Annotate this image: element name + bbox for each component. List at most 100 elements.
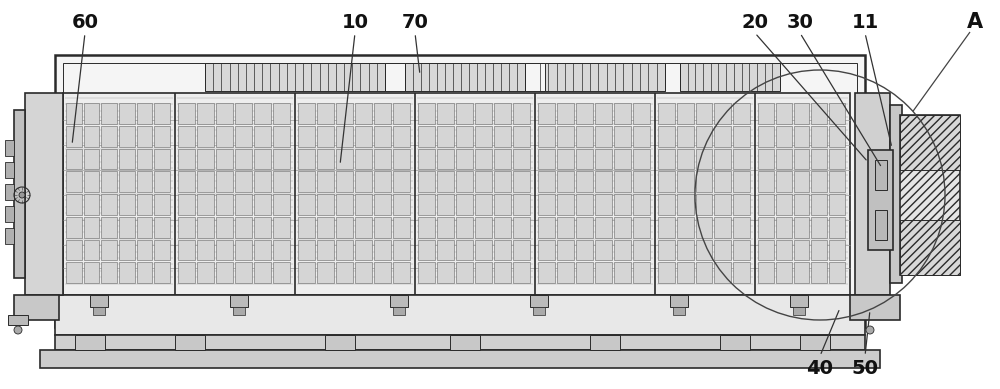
Bar: [355, 217, 372, 238]
Bar: [696, 194, 712, 215]
Bar: [298, 262, 315, 283]
Bar: [733, 103, 750, 124]
Bar: [776, 126, 792, 147]
Bar: [456, 103, 473, 124]
Bar: [794, 217, 809, 238]
Bar: [538, 262, 555, 283]
Bar: [557, 240, 574, 260]
Bar: [298, 103, 315, 124]
Bar: [513, 194, 530, 215]
Bar: [525, 63, 545, 91]
Bar: [633, 171, 650, 192]
Bar: [55, 335, 865, 350]
Bar: [714, 240, 731, 260]
Bar: [794, 194, 809, 215]
Bar: [714, 103, 731, 124]
Bar: [456, 126, 473, 147]
Bar: [538, 103, 555, 124]
Bar: [418, 262, 435, 283]
Bar: [273, 171, 290, 192]
Bar: [475, 262, 492, 283]
Bar: [336, 262, 353, 283]
Bar: [513, 103, 530, 124]
Bar: [494, 240, 511, 260]
Bar: [456, 262, 473, 283]
Bar: [235, 262, 252, 283]
Bar: [696, 171, 712, 192]
Bar: [8, 315, 28, 325]
Bar: [494, 171, 511, 192]
Bar: [714, 217, 731, 238]
Bar: [576, 194, 593, 215]
Text: 70: 70: [402, 12, 428, 32]
Bar: [273, 217, 290, 238]
Bar: [456, 194, 473, 215]
Bar: [513, 171, 530, 192]
Bar: [758, 194, 774, 215]
Bar: [317, 149, 334, 169]
Bar: [829, 217, 845, 238]
Bar: [633, 149, 650, 169]
Bar: [590, 335, 620, 350]
Bar: [696, 240, 712, 260]
Bar: [55, 55, 865, 327]
Bar: [374, 103, 391, 124]
Bar: [829, 262, 845, 283]
Bar: [66, 217, 82, 238]
Bar: [776, 103, 792, 124]
Bar: [576, 149, 593, 169]
Text: A: A: [967, 12, 983, 32]
Bar: [154, 103, 170, 124]
Bar: [696, 262, 712, 283]
Bar: [154, 171, 170, 192]
Bar: [101, 194, 117, 215]
Bar: [776, 171, 792, 192]
Bar: [84, 217, 99, 238]
Bar: [119, 262, 135, 283]
Bar: [811, 217, 827, 238]
Bar: [513, 126, 530, 147]
Bar: [273, 194, 290, 215]
Bar: [254, 171, 271, 192]
Bar: [811, 126, 827, 147]
Bar: [733, 217, 750, 238]
Bar: [178, 126, 195, 147]
Bar: [66, 149, 82, 169]
Bar: [794, 149, 809, 169]
Bar: [595, 262, 612, 283]
Bar: [101, 126, 117, 147]
Bar: [393, 103, 410, 124]
Bar: [235, 103, 252, 124]
Bar: [733, 149, 750, 169]
Bar: [355, 126, 372, 147]
Bar: [494, 194, 511, 215]
Bar: [450, 335, 480, 350]
Bar: [374, 262, 391, 283]
Bar: [576, 217, 593, 238]
Bar: [418, 149, 435, 169]
Bar: [84, 126, 99, 147]
Bar: [829, 171, 845, 192]
Bar: [235, 126, 252, 147]
Bar: [714, 126, 731, 147]
Bar: [714, 262, 731, 283]
Bar: [84, 194, 99, 215]
Bar: [175, 335, 205, 350]
Bar: [513, 262, 530, 283]
Bar: [101, 217, 117, 238]
Bar: [793, 307, 805, 315]
Bar: [197, 171, 214, 192]
Bar: [317, 126, 334, 147]
Bar: [538, 149, 555, 169]
Bar: [758, 103, 774, 124]
Bar: [811, 149, 827, 169]
Bar: [66, 126, 82, 147]
Bar: [63, 93, 850, 295]
Bar: [235, 240, 252, 260]
Bar: [385, 63, 405, 91]
Bar: [758, 126, 774, 147]
Bar: [84, 240, 99, 260]
Bar: [355, 240, 372, 260]
Bar: [576, 126, 593, 147]
Bar: [137, 217, 152, 238]
